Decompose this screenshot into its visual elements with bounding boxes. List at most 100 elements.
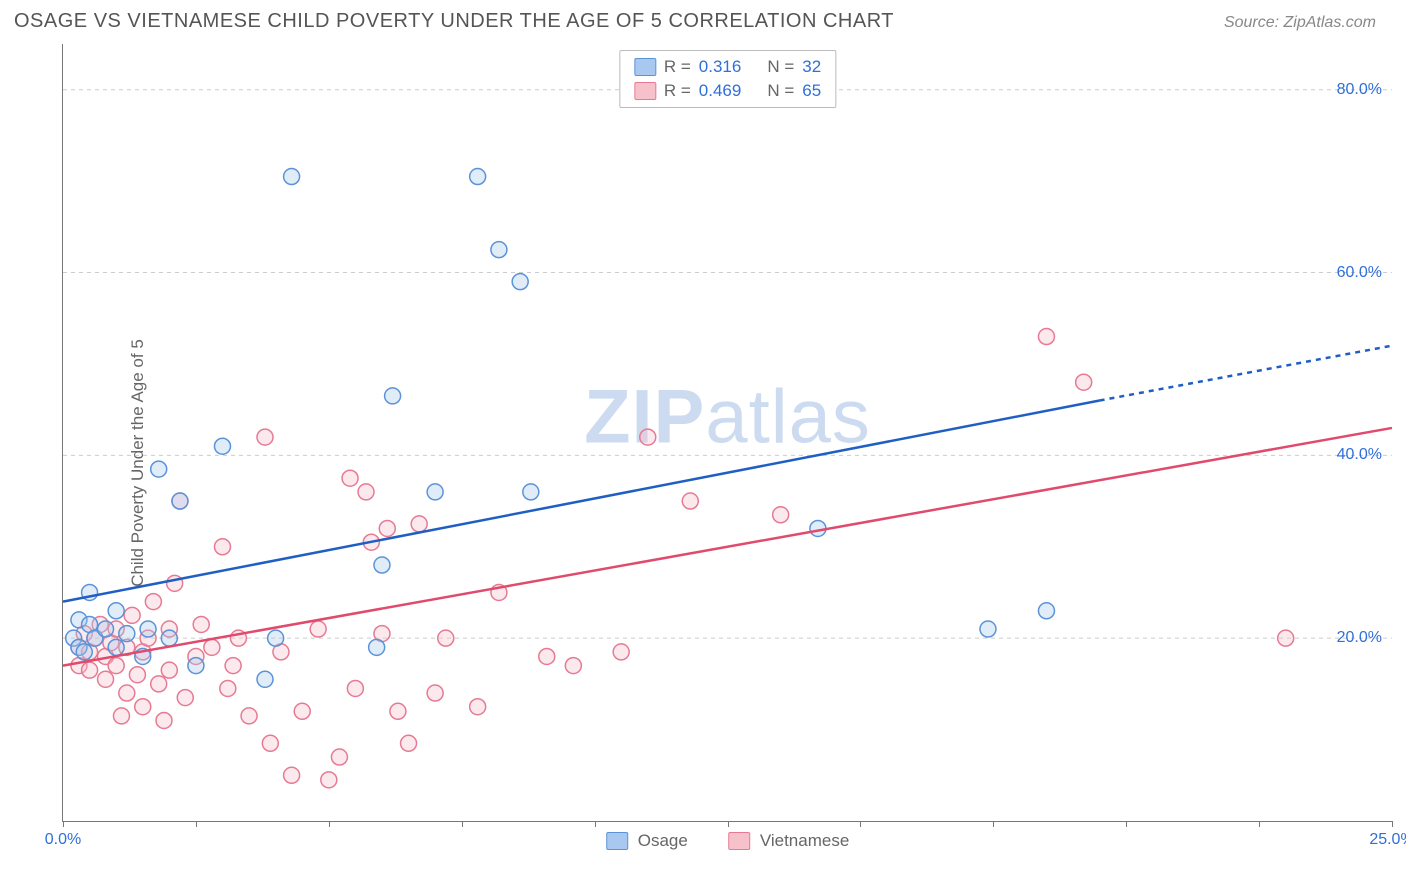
data-point — [773, 507, 789, 523]
data-point — [374, 557, 390, 573]
data-point — [284, 169, 300, 185]
legend-label: Osage — [638, 831, 688, 851]
data-point — [145, 594, 161, 610]
data-point — [390, 703, 406, 719]
data-point — [161, 630, 177, 646]
data-point — [613, 644, 629, 660]
legend-series: Osage Vietnamese — [606, 831, 850, 851]
legend-swatch — [728, 832, 750, 850]
data-point — [523, 484, 539, 500]
data-point — [427, 484, 443, 500]
data-point — [1076, 374, 1092, 390]
data-point — [151, 461, 167, 477]
data-point — [257, 429, 273, 445]
x-tick — [462, 821, 463, 827]
x-tick — [595, 821, 596, 827]
y-tick-label: 40.0% — [1337, 446, 1382, 464]
legend-r-label: R = — [664, 57, 691, 77]
data-point — [129, 667, 145, 683]
legend-n-value: 65 — [802, 81, 821, 101]
data-point — [204, 639, 220, 655]
data-point — [151, 676, 167, 692]
data-point — [401, 735, 417, 751]
data-point — [539, 648, 555, 664]
data-point — [358, 484, 374, 500]
data-point — [76, 644, 92, 660]
x-tick — [993, 821, 994, 827]
data-point — [119, 685, 135, 701]
data-point — [172, 493, 188, 509]
data-point — [379, 520, 395, 536]
data-point — [82, 662, 98, 678]
x-tick — [1259, 821, 1260, 827]
data-point — [268, 630, 284, 646]
data-point — [411, 516, 427, 532]
data-point — [108, 639, 124, 655]
data-point — [135, 699, 151, 715]
chart-container: Child Poverty Under the Age of 5 ZIPatla… — [14, 44, 1392, 882]
data-point — [214, 539, 230, 555]
data-point — [1038, 603, 1054, 619]
data-point — [1038, 329, 1054, 345]
header: OSAGE VS VIETNAMESE CHILD POVERTY UNDER … — [0, 0, 1406, 33]
data-point — [321, 772, 337, 788]
data-point — [124, 607, 140, 623]
data-point — [640, 429, 656, 445]
legend-n-label: N = — [767, 81, 794, 101]
data-point — [347, 680, 363, 696]
regression-line — [63, 401, 1100, 602]
data-point — [98, 621, 114, 637]
legend-swatch — [634, 82, 656, 100]
legend-r-value: 0.316 — [699, 57, 742, 77]
data-point — [512, 274, 528, 290]
data-point — [294, 703, 310, 719]
y-tick-label: 60.0% — [1337, 264, 1382, 282]
legend-swatch — [606, 832, 628, 850]
legend-correlation: R = 0.316 N = 32 R = 0.469 N = 65 — [619, 50, 836, 108]
data-point — [284, 767, 300, 783]
data-point — [491, 242, 507, 258]
data-point — [98, 671, 114, 687]
data-point — [177, 690, 193, 706]
data-point — [225, 658, 241, 674]
x-tick — [1126, 821, 1127, 827]
data-point — [193, 616, 209, 632]
data-point — [113, 708, 129, 724]
data-point — [980, 621, 996, 637]
x-tick — [63, 821, 64, 827]
data-point — [470, 699, 486, 715]
legend-r-value: 0.469 — [699, 81, 742, 101]
data-point — [108, 658, 124, 674]
x-tick — [1392, 821, 1393, 827]
chart-title: OSAGE VS VIETNAMESE CHILD POVERTY UNDER … — [14, 10, 894, 33]
scatter-svg — [63, 44, 1392, 821]
data-point — [342, 470, 358, 486]
data-point — [470, 169, 486, 185]
regression-line — [63, 428, 1392, 666]
data-point — [427, 685, 443, 701]
legend-n-label: N = — [767, 57, 794, 77]
regression-line-extrapolated — [1100, 346, 1392, 401]
data-point — [108, 603, 124, 619]
data-point — [1278, 630, 1294, 646]
data-point — [161, 662, 177, 678]
data-point — [262, 735, 278, 751]
data-point — [156, 712, 172, 728]
data-point — [682, 493, 698, 509]
data-point — [385, 388, 401, 404]
x-tick — [728, 821, 729, 827]
data-point — [369, 639, 385, 655]
legend-r-label: R = — [664, 81, 691, 101]
legend-item: Osage — [606, 831, 688, 851]
legend-n-value: 32 — [802, 57, 821, 77]
legend-label: Vietnamese — [760, 831, 849, 851]
x-tick-label: 25.0% — [1369, 831, 1406, 849]
legend-row: R = 0.316 N = 32 — [634, 55, 821, 79]
data-point — [220, 680, 236, 696]
data-point — [241, 708, 257, 724]
x-tick — [196, 821, 197, 827]
data-point — [438, 630, 454, 646]
data-point — [257, 671, 273, 687]
data-point — [188, 658, 204, 674]
data-point — [331, 749, 347, 765]
